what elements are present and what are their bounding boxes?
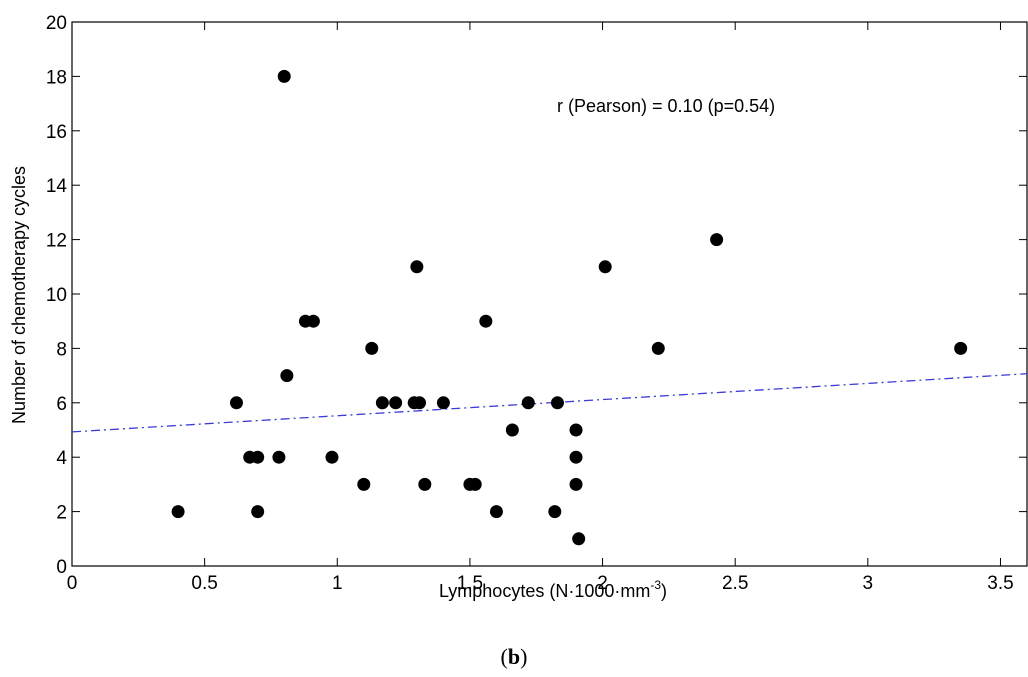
y-tick-label: 0 — [56, 557, 67, 578]
x-tick-label: 0 — [67, 573, 78, 594]
data-point — [651, 341, 665, 355]
y-tick-label: 18 — [46, 67, 67, 88]
x-tick-label: 3.5 — [987, 573, 1013, 594]
x-axis-label: Lymphocytes (N·1000·mm-3) — [439, 578, 667, 601]
data-point — [569, 450, 583, 464]
data-point — [598, 260, 612, 274]
x-tick-label: 1.5 — [457, 573, 483, 594]
data-point — [325, 450, 339, 464]
data-point — [277, 69, 291, 83]
data-point — [251, 450, 265, 464]
data-point — [569, 423, 583, 437]
x-axis-label-end: ) — [661, 581, 667, 601]
data-point — [550, 396, 564, 410]
x-axis-label-superscript: -3 — [650, 578, 661, 592]
panel-label: (b) — [500, 644, 528, 669]
y-tick-label: 14 — [46, 176, 68, 197]
data-point — [306, 314, 320, 328]
data-point — [280, 369, 294, 383]
panel-label-letter: b — [507, 644, 521, 669]
data-point — [489, 505, 503, 519]
y-tick-label: 16 — [46, 122, 67, 143]
tick-labels: 0 0.5 1 1.5 2 2.5 3 3.5 0 2 4 6 8 10 12 14 16 18 20 — [46, 13, 1014, 594]
y-axis-label: Number of chemotherapy cycles — [9, 166, 29, 424]
x-tick-label: 1 — [332, 573, 343, 594]
x-tick-label: 0.5 — [191, 573, 217, 594]
data-points — [171, 69, 968, 546]
data-point — [413, 396, 427, 410]
data-point — [389, 396, 403, 410]
data-point — [479, 314, 493, 328]
data-point — [375, 396, 389, 410]
x-tick-label: 3 — [863, 573, 874, 594]
data-point — [548, 505, 562, 519]
data-point — [468, 477, 482, 491]
plot-frame — [71, 21, 1028, 567]
pearson-annotation: r (Pearson) = 0.10 (p=0.54) — [557, 96, 775, 116]
data-point — [357, 477, 371, 491]
data-point — [436, 396, 450, 410]
y-tick-label: 2 — [56, 503, 67, 524]
y-tick-label: 20 — [46, 13, 67, 34]
data-point — [572, 532, 586, 546]
y-tick-label: 4 — [56, 448, 67, 469]
scatter-chart: 0 0.5 1 1.5 2 2.5 3 3.5 0 2 4 6 8 10 12 14 16 18 20 r (Pea… — [9, 13, 1028, 601]
trend-line — [71, 373, 1028, 433]
data-point — [229, 396, 243, 410]
trend-line-group — [71, 373, 1028, 433]
data-point — [710, 233, 724, 247]
x-axis-label-main: Lymphocytes (N·1000·mm — [439, 581, 650, 601]
data-point — [410, 260, 424, 274]
y-tick-label: 10 — [46, 285, 67, 306]
data-point — [251, 505, 265, 519]
y-tick-label: 12 — [46, 231, 67, 252]
data-point — [954, 341, 968, 355]
y-tick-label: 8 — [56, 339, 67, 360]
x-tick-label: 2.5 — [722, 573, 748, 594]
data-point — [521, 396, 535, 410]
x-tick-label: 2 — [597, 573, 608, 594]
data-point — [569, 477, 583, 491]
data-point — [272, 450, 286, 464]
data-point — [418, 477, 432, 491]
data-point — [365, 341, 379, 355]
data-point — [171, 505, 185, 519]
plot-axes — [71, 21, 1028, 567]
y-tick-label: 6 — [56, 394, 67, 415]
data-point — [505, 423, 519, 437]
